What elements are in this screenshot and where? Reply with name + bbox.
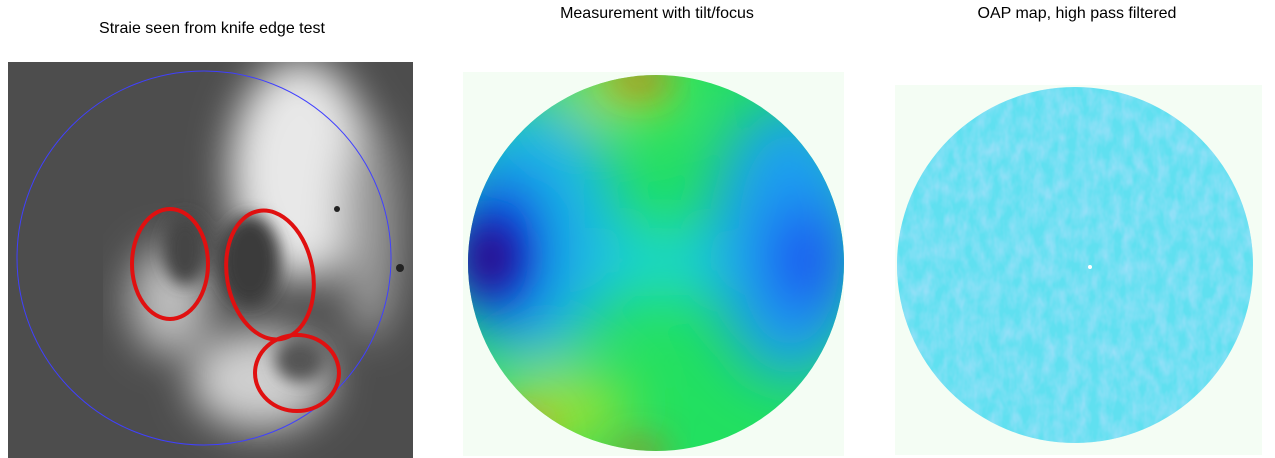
page: Straie seen from knife edge test Measure…: [0, 0, 1275, 458]
knife-edge-image: [8, 60, 413, 458]
caption: Straie seen from knife edge test: [99, 20, 325, 37]
caption: Measurement with tilt/focus: [560, 5, 754, 22]
caption: OAP map, high pass filtered: [978, 5, 1177, 22]
figure: Straie seen from knife edge test Measure…: [0, 0, 1275, 458]
